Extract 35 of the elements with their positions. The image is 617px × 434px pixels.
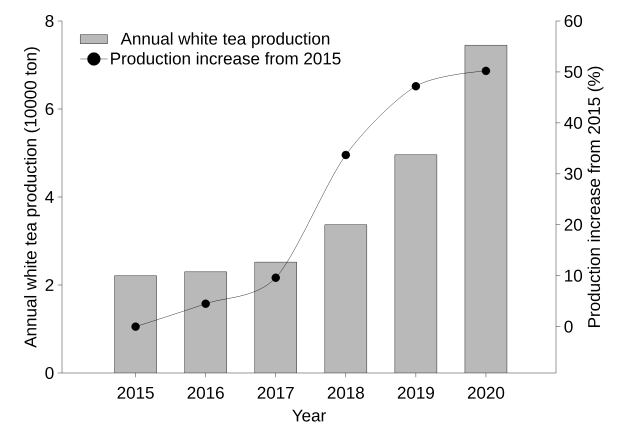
bar xyxy=(324,224,367,373)
bar xyxy=(394,154,437,373)
y2-tick-label: 30 xyxy=(564,168,582,180)
x-tick-label: 2018 xyxy=(328,386,364,399)
y2-tick-label: 40 xyxy=(564,116,582,129)
y-tick-label: 8 xyxy=(45,14,54,28)
y-tick-label: 2 xyxy=(46,279,54,291)
y2-tick-label: 20 xyxy=(564,218,582,231)
y-tick-label: 0 xyxy=(45,366,54,380)
bar xyxy=(184,272,227,373)
y2-tick-label: 10 xyxy=(565,270,582,282)
legend-label: Annual white tea production xyxy=(120,32,330,48)
y2-tick-label: 50 xyxy=(564,66,582,78)
point xyxy=(201,300,210,308)
y-tick-label: 4 xyxy=(45,191,54,203)
y2-tick-label: 60 xyxy=(564,14,582,28)
x-tick-label: 2017 xyxy=(258,386,294,399)
y2-tick-label: 0 xyxy=(564,320,573,333)
x-tick-label: 2020 xyxy=(468,386,504,399)
bar xyxy=(254,262,297,373)
y2-axis-title: Production increase from 2015 (%) xyxy=(588,66,604,327)
point xyxy=(131,322,140,331)
x-axis-title: Year xyxy=(292,410,326,422)
bar xyxy=(114,276,157,373)
point xyxy=(412,82,420,90)
y-axis-title: Annual white tea production (10000 ton) xyxy=(24,47,40,348)
y-tick-label: 6 xyxy=(46,102,54,116)
x-tick-label: 2016 xyxy=(188,386,224,399)
x-tick-label: 2019 xyxy=(398,386,434,399)
point xyxy=(482,66,490,76)
legend-label: Production increase from 2015 xyxy=(111,52,340,65)
x-tick-label: 2015 xyxy=(118,386,154,399)
point xyxy=(272,274,280,282)
point xyxy=(342,150,350,160)
bar xyxy=(464,45,508,373)
